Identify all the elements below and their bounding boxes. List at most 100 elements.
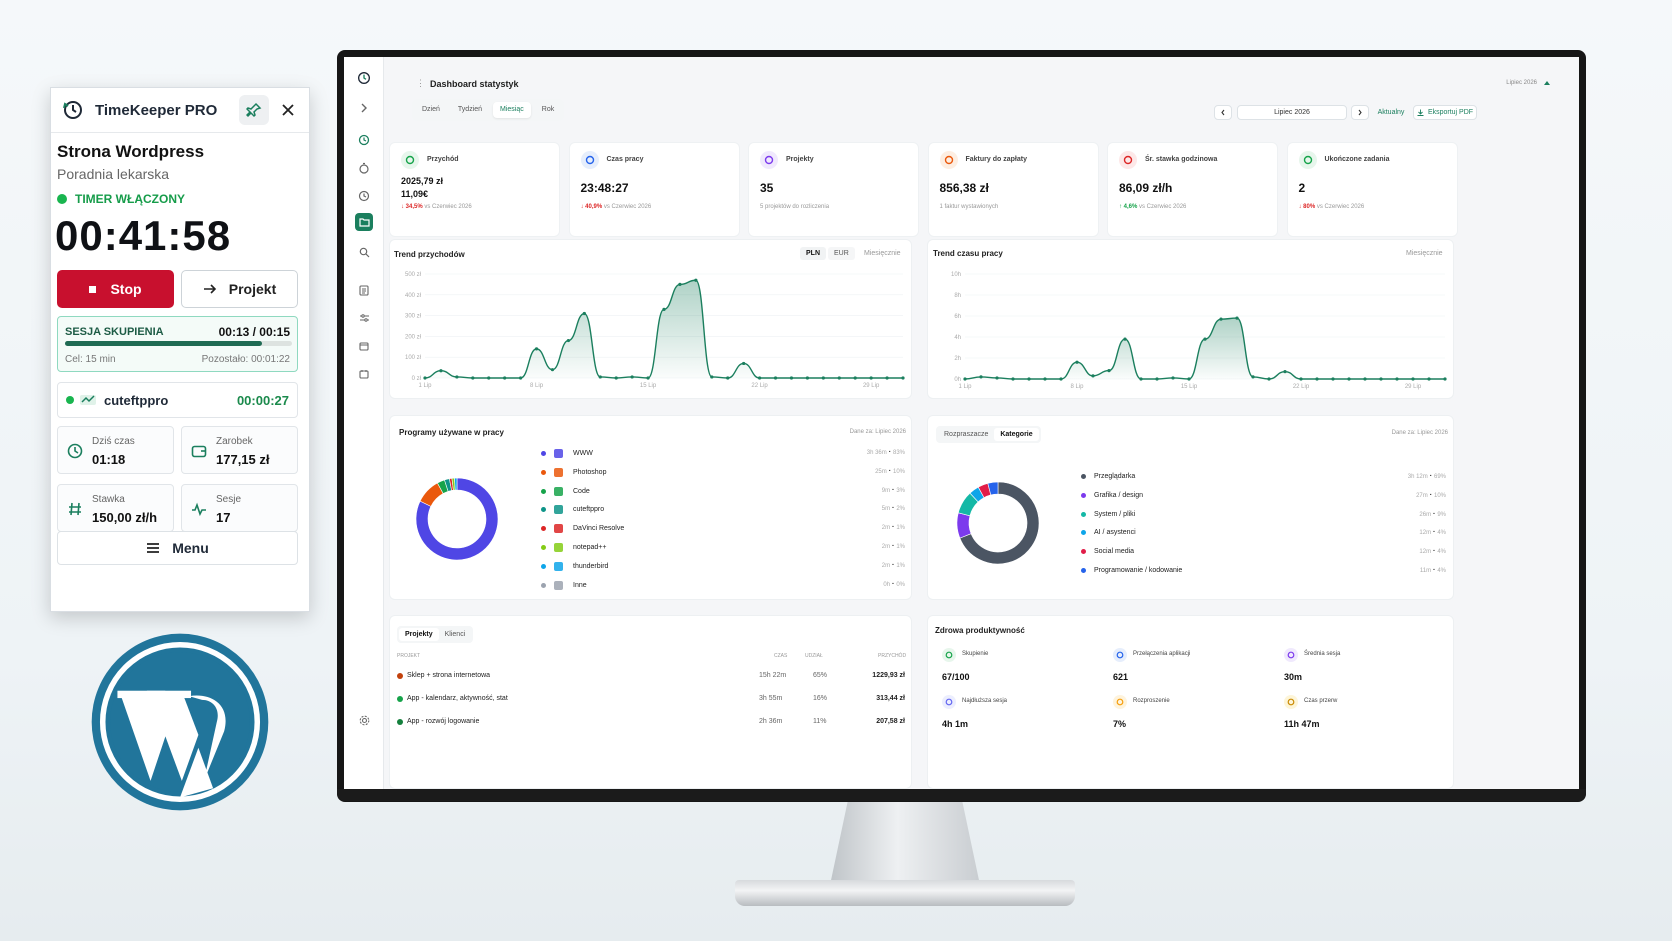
seg-monthly[interactable]: Miesięcznie — [864, 250, 901, 257]
data-point[interactable] — [1155, 377, 1159, 381]
data-point[interactable] — [963, 377, 967, 381]
data-point[interactable] — [1075, 360, 1079, 364]
donut-slice[interactable] — [454, 477, 458, 491]
seg-eur[interactable]: EUR — [828, 247, 855, 260]
tab-day[interactable]: Dzień — [422, 106, 440, 113]
legend-item[interactable]: notepad++ — [541, 543, 606, 552]
data-point[interactable] — [1395, 377, 1399, 381]
tab-clients[interactable]: Klienci — [444, 631, 466, 638]
tab-categories[interactable]: Kategorie — [994, 428, 1039, 441]
period-select[interactable]: Lipiec 2026 — [1237, 105, 1347, 120]
donut-slice[interactable] — [415, 477, 499, 561]
menu-button[interactable]: Menu — [57, 531, 298, 565]
project-button[interactable]: Projekt — [181, 270, 298, 308]
data-point[interactable] — [742, 361, 746, 366]
seg-pln[interactable]: PLN — [800, 247, 826, 260]
data-point[interactable] — [773, 376, 778, 380]
legend-item[interactable]: AI / asystenci — [1081, 529, 1136, 536]
active-app-row[interactable]: cuteftppro 00:00:27 — [57, 382, 298, 418]
data-point[interactable] — [710, 375, 714, 379]
data-point[interactable] — [885, 376, 889, 380]
sidebar-item-filters[interactable] — [355, 309, 373, 327]
legend-item[interactable]: System / pliki — [1081, 511, 1135, 518]
data-point[interactable] — [1379, 377, 1383, 381]
data-point[interactable] — [582, 311, 586, 316]
tab-distractions[interactable]: Rozpraszacze — [944, 431, 989, 438]
data-point[interactable] — [1123, 337, 1127, 341]
data-point[interactable] — [598, 375, 602, 379]
data-point[interactable] — [439, 369, 443, 373]
data-point[interactable] — [534, 347, 539, 351]
drag-handle-icon[interactable]: ⋮ — [416, 78, 425, 88]
donut-slice[interactable] — [959, 481, 1040, 565]
donut-slice[interactable] — [956, 512, 972, 539]
data-point[interactable] — [503, 376, 507, 380]
app-logo[interactable] — [355, 69, 373, 87]
data-point[interactable] — [758, 376, 762, 380]
data-point[interactable] — [1059, 377, 1063, 381]
collapse-icon[interactable] — [1543, 79, 1551, 87]
data-point[interactable] — [1347, 377, 1351, 381]
data-point[interactable] — [979, 375, 983, 379]
legend-item[interactable]: Przeglądarka — [1081, 473, 1135, 480]
data-point[interactable] — [1139, 377, 1143, 381]
data-point[interactable] — [901, 376, 905, 380]
legend-item[interactable]: DaVinci Resolve — [541, 524, 624, 534]
data-point[interactable] — [1251, 375, 1255, 379]
data-point[interactable] — [789, 376, 794, 380]
data-point[interactable] — [1219, 317, 1223, 321]
data-point[interactable] — [471, 376, 475, 380]
data-point[interactable] — [694, 278, 698, 282]
data-point[interactable] — [630, 375, 634, 379]
data-point[interactable] — [1315, 377, 1319, 381]
data-point[interactable] — [614, 376, 618, 380]
seg-time-monthly[interactable]: Miesięcznie — [1406, 250, 1443, 257]
data-point[interactable] — [1427, 377, 1431, 381]
tab-week[interactable]: Tydzień — [457, 106, 483, 113]
sidebar-item-history[interactable] — [355, 187, 373, 205]
sidebar-item-stopwatch[interactable] — [355, 159, 373, 177]
next-period-button[interactable] — [1351, 105, 1369, 120]
legend-item[interactable]: WWW — [541, 449, 593, 458]
donut-slice[interactable] — [987, 481, 999, 496]
data-point[interactable] — [1203, 337, 1207, 341]
data-point[interactable] — [1443, 377, 1447, 381]
sidebar-item-dashboard[interactable] — [355, 213, 373, 231]
data-point[interactable] — [1283, 370, 1287, 374]
data-point[interactable] — [519, 376, 523, 380]
sidebar-item-calendar[interactable] — [355, 337, 373, 355]
legend-item[interactable]: Grafika / design — [1081, 492, 1143, 499]
data-point[interactable] — [1187, 377, 1191, 381]
tab-year[interactable]: Rok — [541, 106, 555, 113]
legend-item[interactable]: Code — [541, 486, 590, 496]
data-point[interactable] — [869, 376, 873, 380]
data-point[interactable] — [1027, 377, 1031, 381]
data-point[interactable] — [455, 375, 459, 379]
sidebar-item-invoices[interactable] — [355, 365, 373, 383]
close-button[interactable] — [277, 99, 299, 121]
data-point[interactable] — [837, 376, 841, 380]
data-point[interactable] — [662, 307, 666, 311]
data-point[interactable] — [566, 338, 570, 343]
sidebar-item-settings[interactable] — [355, 711, 373, 729]
data-point[interactable] — [1043, 377, 1047, 381]
legend-item[interactable]: Inne — [541, 580, 587, 590]
data-point[interactable] — [678, 282, 682, 286]
data-point[interactable] — [1363, 377, 1367, 381]
data-point[interactable] — [995, 376, 999, 380]
data-point[interactable] — [423, 376, 427, 380]
legend-item[interactable]: Programowanie / kodowanie — [1081, 567, 1182, 574]
data-point[interactable] — [1171, 376, 1175, 380]
sidebar-item-search[interactable] — [355, 243, 373, 261]
legend-item[interactable]: thunderbird — [541, 561, 608, 571]
tab-month[interactable]: Miesiąc — [493, 102, 531, 118]
data-point[interactable] — [550, 368, 555, 372]
sidebar-expand[interactable] — [355, 99, 373, 117]
data-point[interactable] — [1011, 377, 1015, 381]
data-point[interactable] — [853, 376, 857, 380]
export-pdf-button[interactable]: Eksportuj PDF — [1413, 105, 1477, 120]
legend-item[interactable]: Social media — [1081, 548, 1134, 555]
pin-button[interactable] — [239, 95, 269, 125]
sidebar-item-timer[interactable] — [355, 131, 373, 149]
data-point[interactable] — [1411, 377, 1415, 381]
